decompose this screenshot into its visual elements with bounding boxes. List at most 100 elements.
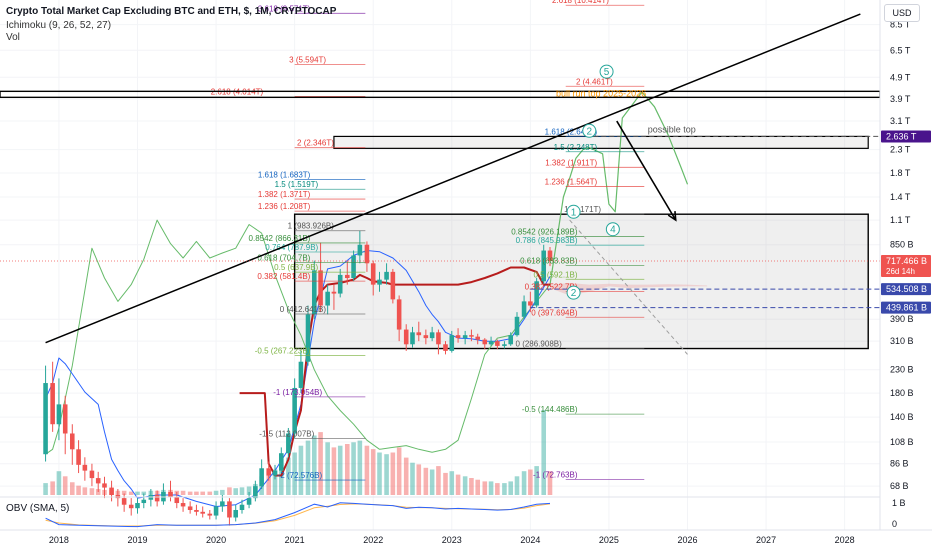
decline-projection (569, 219, 688, 355)
candle-body (200, 511, 206, 514)
volume-bar (357, 440, 363, 495)
y-tick-label: 3.1 T (890, 116, 911, 126)
volume-bar (89, 488, 95, 495)
candle (272, 464, 278, 480)
obv-ma-line (45, 503, 551, 527)
volume-bar (69, 482, 75, 495)
candle (541, 244, 547, 285)
volume-bar (416, 464, 422, 495)
fib-label: -2 (72.576B) (278, 471, 323, 480)
grid (0, 0, 880, 530)
candle-body (82, 464, 88, 471)
price-tag (881, 130, 931, 143)
candle-body (403, 329, 409, 345)
candle (396, 295, 402, 342)
volume-bar (455, 474, 461, 495)
candle (528, 291, 533, 313)
x-tick-label: 2025 (599, 535, 619, 545)
candle-body (469, 335, 474, 337)
candle (488, 336, 494, 346)
candle (318, 242, 323, 313)
candle (443, 341, 448, 355)
wave-circle (566, 285, 581, 300)
volume-bar (207, 491, 213, 495)
fib-label: 0.764 (787.9B) (265, 243, 318, 252)
fib-label: -0.5 (267.223B) (255, 346, 311, 355)
wave-circle (566, 204, 581, 219)
candle-body (495, 341, 500, 346)
x-tick-label: 2022 (363, 535, 383, 545)
candle (109, 480, 114, 502)
chart-title[interactable]: Crypto Total Market Cap Excluding BTC an… (6, 6, 337, 17)
ichimoku-legend[interactable]: Ichimoku (9, 26, 52, 27) (6, 20, 112, 31)
volume-bar (469, 478, 474, 495)
volume-bar (482, 481, 488, 495)
candle (95, 471, 101, 492)
candle-body (547, 250, 553, 262)
candle-body (128, 504, 134, 509)
candle (200, 506, 206, 518)
candle (416, 321, 422, 342)
fib-label: 0.8542 (926.189B) (511, 228, 578, 237)
y-tick-label: 3.9 T (890, 94, 911, 104)
currency-button[interactable]: USD (884, 4, 920, 22)
candle (449, 330, 455, 353)
candle-body (50, 383, 55, 425)
candle-body (443, 344, 448, 351)
fib-label: 0.618 (704.7B) (257, 254, 310, 263)
wave-label: 2 (587, 126, 593, 137)
fib-label: 3.618 (9.571T) (258, 4, 311, 13)
candle (187, 501, 193, 514)
candle-body (298, 361, 304, 388)
candle-body (364, 244, 370, 264)
candle-body (514, 316, 520, 336)
wave-label: 5 (604, 67, 610, 78)
candle-body (344, 274, 350, 279)
y-tick-label: 390 B (890, 314, 914, 324)
fib-label: 2.618 (10.414T) (552, 0, 609, 5)
candle-body (266, 468, 272, 476)
candle (410, 326, 415, 348)
candle-body (462, 335, 468, 339)
candle (56, 378, 62, 441)
volume-bar (194, 491, 199, 495)
volume-bar (377, 452, 382, 495)
candle-body (76, 449, 81, 465)
annotation-text: bull run top 2025-2026 (556, 89, 646, 99)
candle-body (141, 499, 147, 504)
fib-label: 1.382 (1.371T) (258, 190, 311, 199)
volume-bar (227, 487, 232, 495)
candle (227, 498, 232, 526)
obv-legend[interactable]: OBV (SMA, 5) (6, 503, 70, 514)
drawing-boxes (293, 135, 869, 350)
fib-label: 2 (4.461T) (576, 77, 613, 86)
candle-body (318, 270, 323, 306)
candle (69, 424, 75, 465)
candle (154, 490, 160, 507)
x-tick-label: 2021 (285, 535, 305, 545)
fib-label: 1.236 (1.208T) (258, 202, 311, 211)
volume-bar (534, 466, 539, 495)
volume-legend[interactable]: Vol (6, 32, 20, 43)
candle-body (351, 255, 356, 279)
fib-label: 1 (983.926B) (288, 222, 335, 231)
candle (233, 504, 239, 522)
volume-bar (429, 469, 435, 495)
candle (259, 459, 264, 490)
candle-body (168, 491, 173, 497)
candle-body (357, 244, 363, 256)
wave-label: 1 (571, 207, 577, 218)
candle (469, 329, 474, 342)
candle-body (109, 487, 114, 495)
volume-bar (364, 445, 370, 495)
candle-body (429, 332, 435, 339)
volume-bar (436, 466, 441, 495)
volume-bar (95, 489, 101, 495)
candle (377, 271, 382, 292)
candle-body (521, 301, 527, 317)
candle-body (233, 509, 239, 518)
candle-body (69, 433, 75, 450)
volume-bar (475, 479, 481, 495)
